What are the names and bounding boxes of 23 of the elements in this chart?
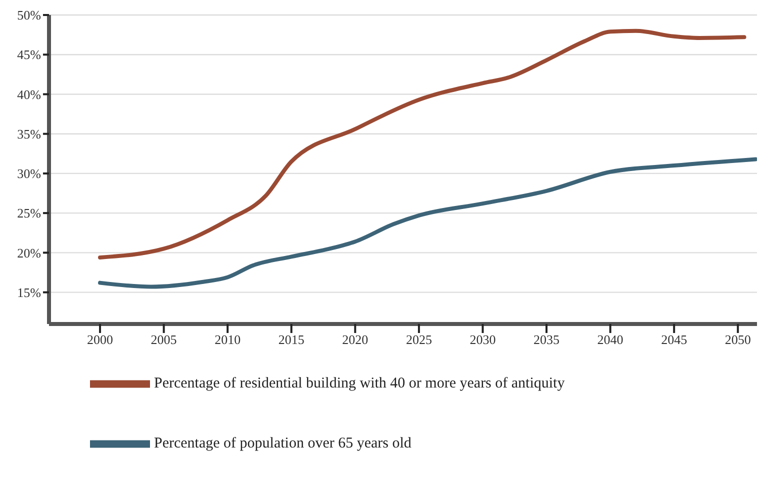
x-tick-label: 2040	[597, 332, 624, 348]
y-tick-label: 20%	[17, 245, 42, 260]
x-tick-label: 2045	[661, 332, 688, 348]
x-tick-label: 2050	[724, 332, 751, 348]
x-tick-label: 2005	[150, 332, 177, 348]
x-tick-label: 2000	[87, 332, 114, 348]
x-tick-label: 2030	[470, 332, 496, 348]
y-tick-label: 45%	[17, 47, 42, 62]
line-series	[98, 28, 746, 260]
x-tick-label: 2010	[214, 332, 241, 348]
y-tick-label: 15%	[17, 284, 42, 300]
y-tick-label: 40%	[17, 86, 42, 102]
legend-label: Percentage of population over 65 years old	[154, 435, 412, 452]
line-series	[98, 157, 757, 289]
legend-label: Percentage of residential building with 40 or more years of antiquity	[154, 375, 565, 392]
y-tick-label: 35%	[17, 126, 42, 142]
y-tick-label: 25%	[17, 206, 42, 221]
x-tick-label: 2035	[534, 332, 560, 348]
x-tick-label: 2020	[342, 332, 368, 348]
y-tick-label: 50%	[17, 8, 42, 23]
y-tick-label: 30%	[17, 166, 42, 182]
x-tick-label: 2015	[278, 332, 304, 348]
x-tick-label: 2025	[406, 332, 432, 348]
